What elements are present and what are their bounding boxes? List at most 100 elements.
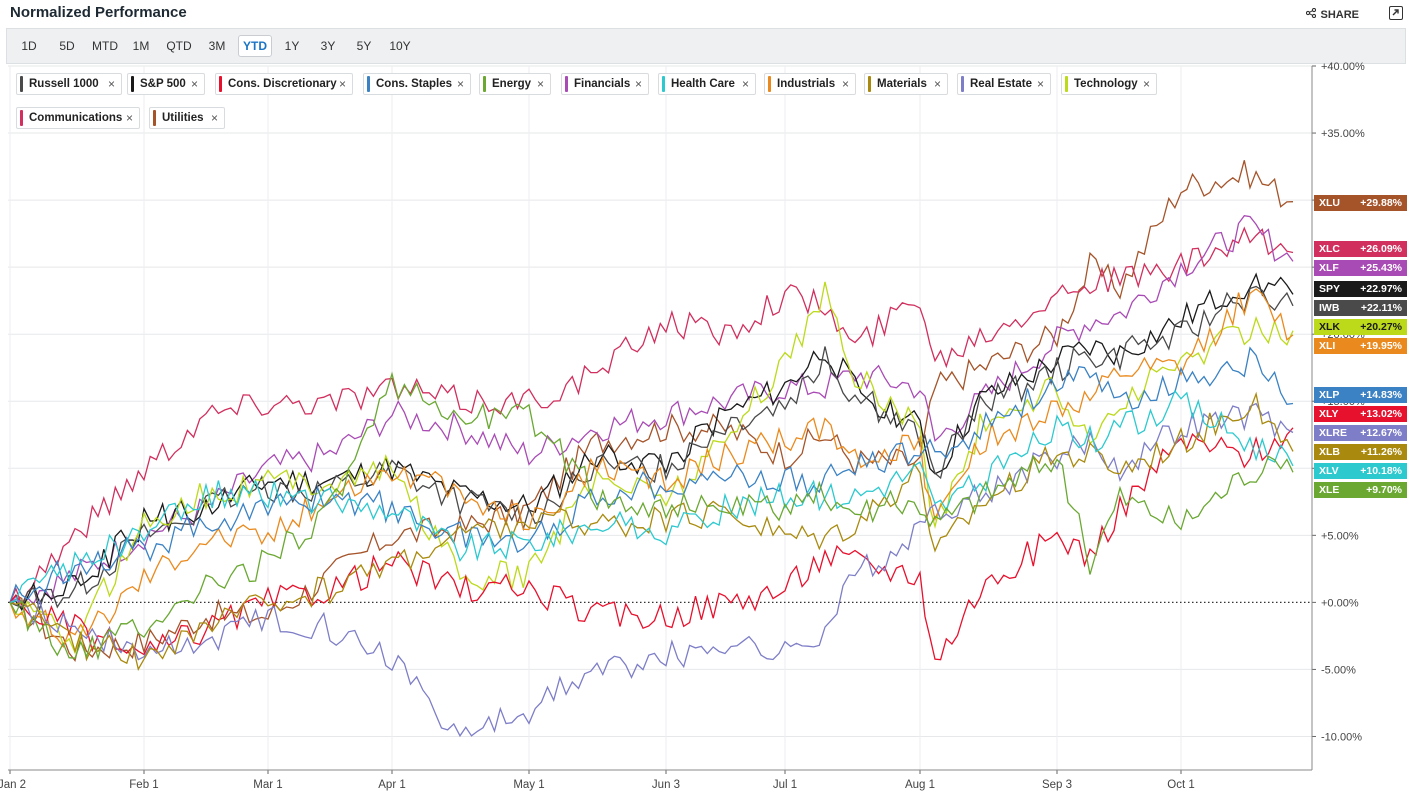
legend-chip-communications[interactable]: Communications × — [16, 107, 140, 129]
legend-swatch — [153, 110, 156, 126]
series-line-spy[interactable] — [9, 272, 1294, 611]
series-line-xlb[interactable] — [9, 391, 1294, 671]
range-3m-button[interactable]: 3M — [208, 39, 226, 53]
legend-label: Communications — [29, 112, 123, 124]
x-tick-label: Mar 1 — [253, 779, 282, 791]
remove-series-icon[interactable]: × — [107, 77, 115, 91]
series-line-xlu[interactable] — [9, 160, 1294, 662]
value-badge-xlu: XLU +29.88% — [1314, 195, 1407, 211]
badge-ticker: XLY — [1319, 408, 1339, 420]
legend-chip-real-estate[interactable]: Real Estate × — [957, 73, 1051, 95]
badge-value: +25.43% — [1360, 262, 1402, 274]
legend-swatch — [868, 76, 871, 92]
x-tick-label: Sep 3 — [1042, 779, 1072, 791]
series-line-xly[interactable] — [9, 427, 1294, 661]
badge-value: +22.97% — [1360, 283, 1402, 295]
legend-swatch — [662, 76, 665, 92]
value-badge-xlk: XLK +20.27% — [1314, 319, 1407, 335]
remove-series-icon[interactable]: × — [841, 77, 849, 91]
header-bar: Normalized Performance SHARE — [0, 0, 1409, 28]
remove-series-icon[interactable]: × — [634, 77, 642, 91]
share-button[interactable]: SHARE — [1306, 7, 1359, 21]
badge-ticker: XLE — [1319, 484, 1340, 496]
legend-swatch — [483, 76, 486, 92]
legend-label: Materials — [877, 78, 927, 90]
series-line-xle[interactable] — [9, 371, 1294, 661]
badge-ticker: XLU — [1319, 197, 1340, 209]
remove-series-icon[interactable]: × — [741, 77, 749, 91]
range-10y-button[interactable]: 10Y — [389, 39, 411, 53]
share-icon — [1306, 7, 1317, 21]
legend-label: S&P 500 — [140, 78, 186, 90]
remove-series-icon[interactable]: × — [338, 77, 346, 91]
range-mtd-button[interactable]: MTD — [92, 39, 118, 53]
legend-label: Health Care — [671, 78, 735, 90]
range-1d-button[interactable]: 1D — [21, 39, 37, 53]
series-line-xlk[interactable] — [9, 281, 1294, 655]
series-line-xlc[interactable] — [9, 226, 1294, 607]
badge-value: +9.70% — [1366, 484, 1402, 496]
y-tick-label: -10.00% — [1321, 731, 1362, 743]
legend-label: Russell 1000 — [29, 78, 99, 90]
legend-swatch — [20, 110, 23, 126]
range-qtd-button[interactable]: QTD — [166, 39, 192, 53]
y-tick-label: -5.00% — [1321, 664, 1356, 676]
x-tick-label: Oct 1 — [1167, 779, 1194, 791]
legend-chip-industrials[interactable]: Industrials × — [764, 73, 856, 95]
legend-chip-cons-staples[interactable]: Cons. Staples × — [363, 73, 471, 95]
value-badge-xlv: XLV +10.18% — [1314, 463, 1407, 479]
range-selector: 1D 5D MTD 1M QTD 3M YTD 1Y 3Y 5Y 10Y — [6, 28, 1406, 64]
range-5d-button[interactable]: 5D — [59, 39, 75, 53]
remove-series-icon[interactable]: × — [536, 77, 544, 91]
range-1y-button[interactable]: 1Y — [284, 39, 300, 53]
legend-chip-financials[interactable]: Financials × — [561, 73, 649, 95]
legend-swatch — [367, 76, 370, 92]
badge-value: +11.26% — [1360, 446, 1402, 458]
series-line-iwb[interactable] — [9, 285, 1294, 612]
legend-chip-s-p-500[interactable]: S&P 500 × — [127, 73, 205, 95]
legend-label: Cons. Discretionary — [228, 78, 337, 90]
badge-value: +22.11% — [1360, 302, 1402, 314]
series-line-xlp[interactable] — [9, 346, 1294, 603]
legend-chip-technology[interactable]: Technology × — [1061, 73, 1157, 95]
remove-series-icon[interactable]: × — [933, 77, 941, 91]
x-tick-label: Feb 1 — [129, 779, 158, 791]
badge-ticker: XLB — [1319, 446, 1340, 458]
badge-ticker: XLF — [1319, 262, 1339, 274]
x-tick-label: May 1 — [513, 779, 544, 791]
remove-series-icon[interactable]: × — [1036, 77, 1044, 91]
range-3y-button[interactable]: 3Y — [320, 39, 336, 53]
value-badge-iwb: IWB +22.11% — [1314, 300, 1407, 316]
legend-chip-russell-1000[interactable]: Russell 1000 × — [16, 73, 122, 95]
range-5y-button[interactable]: 5Y — [356, 39, 372, 53]
expand-button[interactable] — [1389, 6, 1403, 20]
legend-swatch — [20, 76, 23, 92]
y-tick-label: +35.00% — [1321, 128, 1365, 140]
legend-label: Industrials — [777, 78, 836, 90]
remove-series-icon[interactable]: × — [210, 111, 218, 125]
remove-series-icon[interactable]: × — [125, 111, 133, 125]
legend-swatch — [1065, 76, 1068, 92]
legend-chip-health-care[interactable]: Health Care × — [658, 73, 756, 95]
y-tick-label: +40.00% — [1321, 61, 1365, 73]
remove-series-icon[interactable]: × — [1142, 77, 1150, 91]
range-ytd-button[interactable]: YTD — [238, 35, 272, 57]
remove-series-icon[interactable]: × — [190, 77, 198, 91]
share-label: SHARE — [1320, 8, 1359, 21]
legend-label: Energy — [492, 78, 531, 90]
legend-chip-materials[interactable]: Materials × — [864, 73, 948, 95]
series-line-xli[interactable] — [9, 288, 1294, 649]
remove-series-icon[interactable]: × — [456, 77, 464, 91]
legend-label: Utilities — [162, 112, 204, 124]
range-1m-button[interactable]: 1M — [132, 39, 150, 53]
legend-swatch — [961, 76, 964, 92]
series-line-xlv[interactable] — [9, 389, 1294, 604]
value-badge-xlp: XLP +14.83% — [1314, 387, 1407, 403]
legend-chip-utilities[interactable]: Utilities × — [149, 107, 225, 129]
legend-label: Technology — [1074, 78, 1138, 90]
value-badge-xlc: XLC +26.09% — [1314, 241, 1407, 257]
legend-chip-energy[interactable]: Energy × — [479, 73, 551, 95]
series-line-xlre[interactable] — [9, 402, 1294, 738]
legend-chip-cons-discretionary[interactable]: Cons. Discretionary × — [215, 73, 353, 95]
